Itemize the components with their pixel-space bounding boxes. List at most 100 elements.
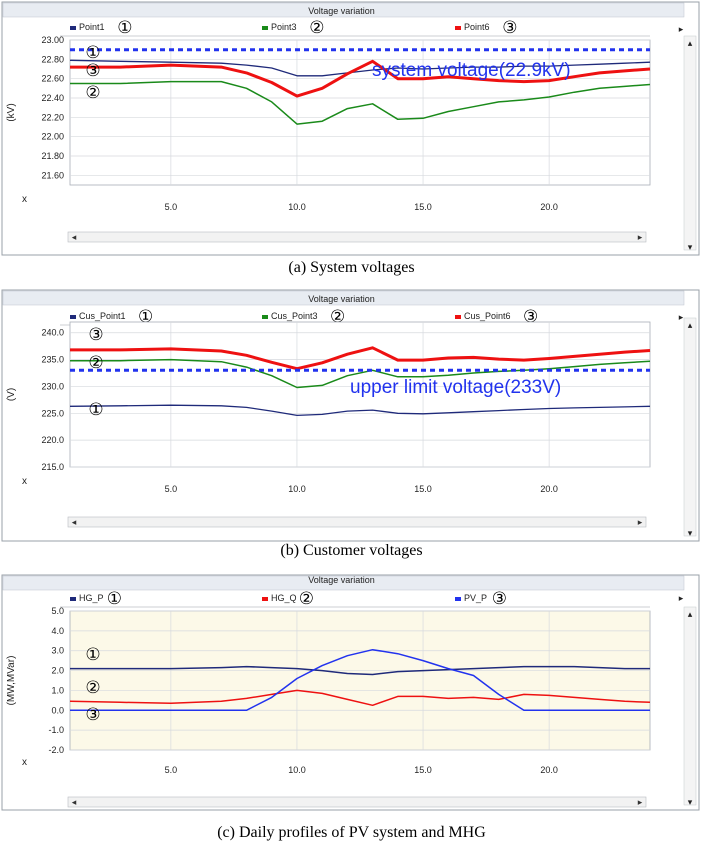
scroll-left-arrow: ◂	[72, 232, 77, 242]
y-tick-label: 22.60	[41, 74, 64, 84]
y-tick-label: 1.0	[51, 685, 64, 695]
legend-marker: ③	[523, 307, 538, 326]
y-tick-label: 220.0	[41, 435, 64, 445]
legend-entry: Cus_Point1 ①	[70, 307, 153, 326]
legend-marker: ①	[107, 589, 122, 608]
legend-entry: HG_P ①	[70, 589, 122, 608]
series-line-hg-p	[70, 665, 650, 676]
chart-panel-a: Voltage variation Point1 ① Point3 ② Point6 ③ 23…	[0, 0, 703, 258]
legend-swatch	[262, 315, 268, 319]
h-scrollbar	[67, 231, 647, 243]
y-axis-label: (MW,MVar)	[6, 656, 17, 706]
legend-marker: ②	[330, 307, 345, 326]
scroll-up-arrow: ▴	[688, 38, 693, 48]
caption-a: (a) System voltages	[288, 259, 415, 276]
scroll-left-arrow: ◂	[72, 797, 77, 807]
y-tick-label: 22.20	[41, 112, 64, 122]
scroll-up-arrow: ▴	[688, 320, 693, 330]
y-tick-label: 0.0	[51, 705, 64, 715]
x-axis-label: x	[22, 757, 27, 768]
legend-entry: HG_Q ②	[262, 589, 314, 608]
legend-entry: Cus_Point3 ②	[262, 307, 345, 326]
legend-entry: Point3 ②	[262, 18, 324, 37]
line-marker: ③	[85, 61, 100, 80]
x-tick-label: 10.0	[288, 202, 306, 212]
caption-c: (c) Daily profiles of PV system and MHG	[217, 824, 486, 841]
legend-label: Cus_Point6	[464, 311, 511, 321]
legend-label: Cus_Point1	[79, 311, 126, 321]
y-axis-label: (V)	[6, 388, 17, 401]
h-scrollbar	[67, 796, 647, 808]
line-marker: ③	[88, 325, 103, 344]
line-marker: ①	[85, 645, 100, 664]
x-axis-label: x	[22, 476, 27, 487]
scroll-down-arrow: ▾	[688, 797, 693, 807]
x-axis-label: x	[22, 194, 27, 205]
y-tick-label: 22.80	[41, 54, 64, 64]
series-line-cus-point1	[69, 404, 651, 417]
legend-entry: Cus_Point6 ③	[455, 307, 538, 326]
line-marker: ①	[85, 43, 100, 62]
legend-swatch	[262, 597, 268, 601]
scroll-right-arrow: ▸	[638, 232, 643, 242]
y-tick-label: -2.0	[48, 745, 64, 755]
legend-label: Cus_Point3	[271, 311, 318, 321]
chart-title: Voltage variation	[308, 6, 375, 16]
legend-entry: PV_P ③	[455, 589, 507, 608]
plot-area	[69, 610, 651, 751]
y-tick-label: 21.60	[41, 170, 64, 180]
chart-title: Voltage variation	[308, 294, 375, 304]
series-line-hg-q	[69, 689, 651, 707]
legend-label: HG_P	[79, 593, 104, 603]
legend-swatch	[70, 597, 76, 601]
y-tick-label: 240.0	[41, 328, 64, 338]
series-line-point6	[70, 59, 651, 98]
legend-swatch	[70, 315, 76, 319]
x-tick-label: 15.0	[414, 765, 432, 775]
y-tick-label: 22.00	[41, 132, 64, 142]
legend-marker: ③	[492, 589, 507, 608]
series-line-pv-p	[70, 648, 650, 712]
line-marker: ③	[85, 705, 100, 724]
side-pointer-arrow: ▸	[679, 593, 684, 603]
line-marker: ②	[85, 83, 100, 102]
line-marker: ②	[85, 678, 100, 697]
x-tick-label: 5.0	[165, 202, 178, 212]
scroll-right-arrow: ▸	[638, 797, 643, 807]
legend-entry: Point6 ③	[455, 18, 517, 37]
chart-system-voltages: Voltage variation Point1 ① Point3 ② Point6 ③ 23…	[1, 1, 700, 256]
title-bar	[2, 575, 685, 591]
legend-marker: ①	[117, 18, 132, 37]
legend-marker: ②	[299, 589, 314, 608]
chart-panel-b: Voltage variation Cus_Point1 ① Cus_Point3 ② C…	[0, 288, 703, 544]
legend-swatch	[70, 26, 76, 30]
title-bar	[2, 2, 685, 18]
side-pointer-arrow: ▸	[679, 312, 684, 322]
line-marker: ①	[88, 400, 103, 419]
title-bar	[2, 290, 685, 306]
y-tick-label: 21.80	[41, 151, 64, 161]
plot-area	[69, 321, 651, 468]
side-pointer-arrow: ▸	[679, 24, 684, 34]
legend-marker: ③	[502, 18, 517, 37]
v-scrollbar	[683, 35, 697, 251]
x-tick-label: 10.0	[288, 765, 306, 775]
y-tick-label: 230.0	[41, 381, 64, 391]
scroll-down-arrow: ▾	[688, 242, 693, 252]
scroll-right-arrow: ▸	[638, 517, 643, 527]
y-tick-label: 3.0	[51, 646, 64, 656]
y-tick-label: -1.0	[48, 725, 64, 735]
scroll-down-arrow: ▾	[688, 528, 693, 538]
x-tick-label: 15.0	[414, 202, 432, 212]
y-tick-label: 225.0	[41, 408, 64, 418]
legend-label: Point3	[271, 22, 297, 32]
annotation-text: upper limit voltage(233V)	[350, 377, 561, 398]
v-scrollbar	[683, 606, 697, 806]
legend-label: HG_Q	[271, 593, 297, 603]
annotation-text: system voltage(22.9kV)	[372, 60, 571, 81]
x-tick-label: 20.0	[540, 765, 558, 775]
legend-swatch	[455, 315, 461, 319]
x-tick-label: 5.0	[165, 484, 178, 494]
